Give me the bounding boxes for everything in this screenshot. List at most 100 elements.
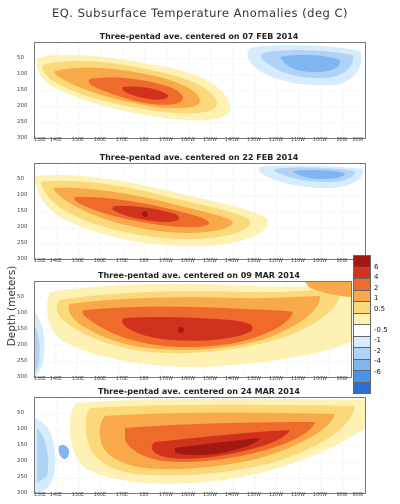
longitude-tick-label: 160E [93, 259, 107, 264]
panel-4-lon-ticks: 130E 140E 150E 160E 170E 180 170W 160W 150W 140W 1… [34, 493, 364, 501]
colorbar-label: 2 [374, 283, 379, 292]
longitude-tick-label: 130W [247, 259, 261, 264]
longitude-tick-label: 180 [139, 377, 149, 382]
depth-tick-label: 200 [17, 458, 28, 464]
depth-tick-label: 200 [17, 224, 28, 230]
longitude-tick-label: 170E [115, 493, 129, 498]
longitude-tick-label: 170W [159, 377, 173, 382]
longitude-tick-label: 130E [33, 138, 47, 143]
longitude-tick-label: 180 [139, 493, 149, 498]
longitude-tick-label: 160E [93, 377, 107, 382]
longitude-tick-label: 180 [139, 259, 149, 264]
longitude-tick-label: 160W [181, 138, 195, 143]
panel-2-depth-ticks: 50 100 150 200 250 300 [17, 163, 33, 262]
longitude-tick-label: 140W [225, 138, 239, 143]
longitude-tick-label: 100W [313, 377, 327, 382]
depth-tick-label: 50 [17, 176, 24, 182]
longitude-tick-label: 130E [33, 493, 47, 498]
longitude-tick-label: 150E [71, 493, 85, 498]
longitude-tick-label: 140W [225, 377, 239, 382]
longitude-tick-label: 120W [269, 259, 283, 264]
longitude-tick-label: 80W [352, 493, 364, 498]
colorbar-label: 1 [374, 294, 379, 302]
colorbar-label: -2 [374, 346, 381, 355]
longitude-tick-label: 170W [159, 259, 173, 264]
panel-2-lon-ticks: 130E 140E 150E 160E 170E 180 170W 160W 150W 140W 1… [34, 259, 364, 267]
longitude-tick-label: 150W [203, 138, 217, 143]
panel-4-depth-ticks: 50 100 150 200 250 300 [17, 397, 33, 496]
depth-tick-label: 250 [17, 358, 28, 364]
longitude-tick-label: 150W [203, 377, 217, 382]
panel-2-title: Three-pentad ave. centered on 22 FEB 201… [99, 153, 299, 162]
longitude-tick-label: 140W [225, 259, 239, 264]
longitude-tick-label: 110W [291, 377, 305, 382]
longitude-tick-label: 90W [336, 377, 348, 382]
longitude-tick-label: 120W [269, 138, 283, 143]
depth-tick-label: 150 [17, 87, 28, 93]
longitude-tick-label: 170E [115, 259, 129, 264]
longitude-tick-label: 140E [49, 493, 63, 498]
depth-tick-label: 250 [17, 119, 28, 125]
colorbar-label: 4 [374, 273, 379, 281]
longitude-tick-label: 90W [336, 138, 348, 143]
panel-3-heatmap [34, 281, 352, 378]
longitude-tick-label: 110W [291, 493, 305, 498]
longitude-tick-label: 140W [225, 493, 239, 498]
depth-tick-label: 50 [17, 410, 24, 416]
depth-tick-label: 250 [17, 240, 28, 246]
longitude-tick-label: 150E [71, 377, 85, 382]
longitude-tick-label: 170E [115, 377, 129, 382]
depth-tick-label: 150 [17, 442, 28, 448]
colorbar [353, 255, 371, 394]
depth-tick-label: 100 [17, 71, 28, 77]
longitude-tick-label: 170E [115, 138, 129, 143]
longitude-tick-label: 160E [93, 138, 107, 143]
longitude-tick-label: 130E [33, 377, 47, 382]
panel-4-heatmap [34, 397, 366, 494]
colorbar-label: -4 [374, 357, 381, 365]
longitude-tick-label: 150E [71, 259, 85, 264]
depth-tick-label: 100 [17, 192, 28, 198]
depth-tick-label: 300 [17, 374, 28, 380]
colorbar-label: -6 [374, 367, 381, 376]
longitude-tick-label: 120W [269, 377, 283, 382]
longitude-tick-label: 140E [49, 377, 63, 382]
panel-3-title: Three-pentad ave. centered on 09 MAR 201… [98, 271, 300, 280]
longitude-tick-label: 140E [49, 138, 63, 143]
longitude-tick-label: 130E [33, 259, 47, 264]
panel-1-depth-ticks: 50 100 150 200 250 300 [17, 42, 33, 141]
longitude-tick-label: 90W [336, 493, 348, 498]
colorbar-label: 0.5 [374, 304, 386, 313]
longitude-tick-label: 130W [247, 377, 261, 382]
depth-tick-label: 50 [17, 294, 24, 300]
longitude-tick-label: 100W [313, 259, 327, 264]
depth-tick-label: 100 [17, 426, 28, 432]
longitude-tick-label: 160W [181, 493, 195, 498]
depth-tick-label: 150 [17, 208, 28, 214]
panel-3-depth-ticks: 50 100 150 200 250 300 [17, 281, 33, 380]
colorbar-label: -0.5 [374, 325, 388, 334]
longitude-tick-label: 160W [181, 259, 195, 264]
panel-3-lon-ticks: 130E 140E 150E 160E 170E 180 170W 160W 150W 140W 1… [34, 377, 364, 385]
depth-tick-label: 250 [17, 474, 28, 480]
longitude-tick-label: 150E [71, 138, 85, 143]
longitude-tick-label: 150W [203, 259, 217, 264]
depth-tick-label: 50 [17, 55, 24, 61]
longitude-tick-label: 100W [313, 138, 327, 143]
longitude-tick-label: 120W [269, 493, 283, 498]
longitude-tick-label: 130W [247, 493, 261, 498]
longitude-tick-label: 130W [247, 138, 261, 143]
depth-tick-label: 200 [17, 342, 28, 348]
longitude-tick-label: 160W [181, 377, 195, 382]
longitude-tick-label: 80W [352, 138, 364, 143]
depth-tick-label: 300 [17, 135, 28, 141]
panel-4-title: Three-pentad ave. centered on 24 MAR 201… [98, 387, 300, 396]
longitude-tick-label: 140E [49, 259, 63, 264]
longitude-tick-label: 170W [159, 138, 173, 143]
longitude-tick-label: 180 [139, 138, 149, 143]
panel-1-title: Three-pentad ave. centered on 07 FEB 201… [99, 32, 299, 41]
panel-1-lon-ticks: 130E 140E 150E 160E 170E 180 170W 160W 150W 140W 1… [34, 138, 364, 146]
longitude-tick-label: 110W [291, 138, 305, 143]
longitude-tick-label: 100W [313, 493, 327, 498]
colorbar-cell [353, 381, 371, 394]
